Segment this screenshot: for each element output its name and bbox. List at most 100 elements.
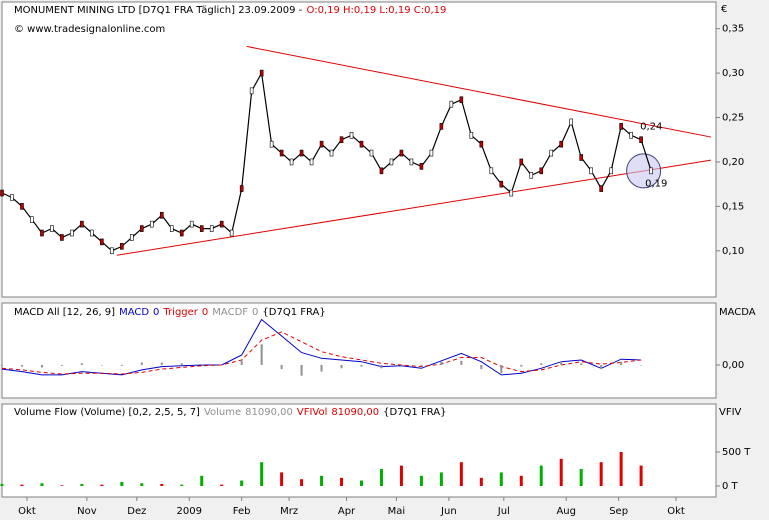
header-part: 0 — [153, 307, 159, 318]
price-candle — [110, 247, 114, 255]
header-part: Volume Flow (Volume) [0,2, 2,5, 5, 7] — [14, 407, 200, 418]
macd-histogram-bar — [620, 361, 623, 365]
price-candle — [499, 180, 504, 188]
price-candle — [649, 167, 653, 175]
macd-histogram-bar — [460, 360, 463, 365]
price-candle — [569, 118, 574, 126]
price-candle — [619, 123, 623, 130]
y-tick-label: 0,00 — [722, 360, 744, 371]
price-candle — [50, 225, 54, 232]
price-candle — [249, 87, 254, 95]
volume-bar — [60, 485, 64, 486]
x-tick-label: Mrz — [280, 506, 298, 517]
volume-bar — [639, 465, 643, 486]
unit-label: € — [721, 4, 727, 15]
price-candle — [229, 229, 234, 237]
macd-histogram-bar — [20, 364, 23, 367]
price-candle — [90, 229, 94, 237]
header-part: 81090,00 — [331, 407, 379, 418]
price-candle — [179, 229, 184, 237]
macd-histogram-bar — [580, 363, 583, 365]
volume-bar — [160, 483, 164, 486]
volume-bar — [559, 458, 563, 486]
price-candle — [379, 167, 384, 175]
header-part: Volume — [204, 407, 241, 418]
y-tick-label: 0 T — [722, 481, 739, 492]
price-candle — [80, 220, 84, 228]
x-tick-label: Sep — [609, 506, 628, 517]
price-candle — [209, 225, 214, 232]
price-candle — [130, 234, 134, 241]
macd-histogram-bar — [220, 364, 223, 366]
y-tick-label: 0,20 — [722, 157, 744, 168]
price-candle — [339, 136, 344, 144]
price-candle — [359, 140, 364, 148]
macd-histogram-bar — [360, 364, 363, 367]
volume-bar — [120, 481, 124, 486]
volume-bar — [479, 477, 483, 486]
macd-histogram-bar — [440, 361, 443, 365]
volume-bar — [340, 477, 344, 486]
x-tick-label: Okt — [18, 506, 36, 517]
price-candle — [169, 225, 174, 232]
price-candle — [239, 185, 244, 192]
price-candle — [159, 211, 164, 219]
macd-histogram-bar — [260, 344, 263, 365]
macd-histogram-bar — [240, 360, 243, 365]
price-candle — [639, 136, 643, 144]
price-candle — [30, 216, 34, 223]
price-candle — [509, 189, 514, 197]
price-candle — [369, 149, 374, 157]
macd-histogram-bar — [160, 362, 163, 365]
price-candle — [309, 158, 314, 166]
price-candle — [120, 243, 124, 250]
header-part: Trigger — [162, 307, 198, 318]
volume-bar — [499, 472, 503, 486]
volume-bar — [359, 480, 363, 486]
volume-panel — [1, 403, 717, 498]
macd-histogram-bar — [480, 364, 483, 370]
macd-histogram-bar — [400, 364, 403, 366]
y-tick-label: 500 T — [722, 447, 751, 458]
volume-bar — [379, 468, 383, 486]
price-candle — [489, 167, 494, 175]
macd-histogram-bar — [340, 364, 343, 369]
volume-bar — [40, 483, 44, 486]
volume-bar — [619, 451, 623, 486]
volume-bar — [300, 479, 304, 486]
annotation: 0,24 — [640, 121, 662, 132]
price-candle — [20, 203, 24, 210]
price-candle — [589, 167, 593, 175]
price-candle — [549, 149, 554, 157]
price-candle — [279, 149, 284, 157]
price-candle — [100, 238, 104, 246]
price-candle — [399, 149, 404, 157]
price-candle — [40, 229, 44, 237]
macd-axis-label: MACDA — [719, 307, 756, 318]
panel-header: MONUMENT MINING LTD [D7Q1 FRA Täglich] 2… — [14, 5, 446, 16]
volume-bar — [399, 465, 403, 486]
macd-histogram-bar — [100, 364, 103, 366]
volume-bar — [539, 465, 543, 486]
header-part: {D7Q1 FRA} — [383, 407, 446, 418]
header-part: VFIVol — [297, 407, 328, 418]
volume-bar — [579, 468, 583, 486]
price-candle — [149, 220, 154, 228]
price-candle — [349, 131, 354, 139]
x-tick-label: Dez — [127, 506, 146, 517]
x-tick-label: 2009 — [177, 506, 202, 517]
price-candle — [259, 69, 264, 77]
macd-histogram-bar — [1, 364, 3, 366]
volume-bar — [599, 462, 603, 486]
header-part: {D7Q1 FRA} — [262, 307, 325, 318]
price-candle — [529, 171, 534, 179]
volume-bar — [260, 462, 264, 486]
macd-histogram-bar — [520, 364, 523, 367]
trend-line — [116, 159, 712, 256]
price-candle — [289, 158, 294, 166]
y-tick-label: 0,25 — [722, 113, 744, 124]
volume-bar — [519, 475, 523, 486]
price-candle — [469, 131, 474, 139]
price-candle — [60, 234, 64, 241]
